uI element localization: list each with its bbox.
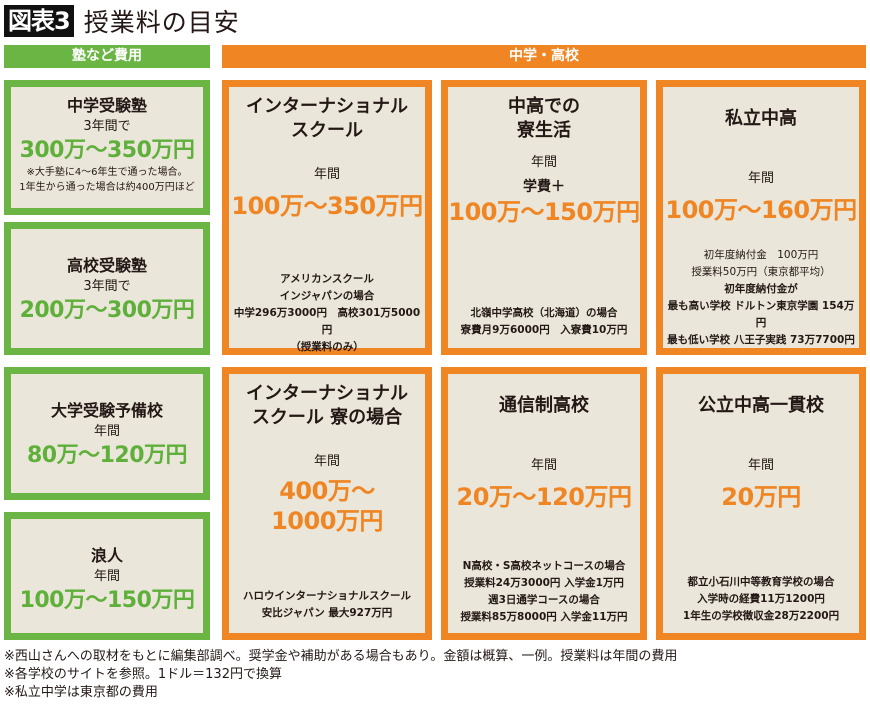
box-period: 年間 [313, 167, 340, 182]
box-title: スクール 寮の場合 [251, 407, 403, 428]
box-university-prep-school: 大学受験予備校 年間 80万～120万円 [4, 367, 210, 500]
box-amount: 100万～150万円 [448, 198, 640, 226]
box-details: アメリカンスクール インジャパンの場合 中学296万3000円 高校301万50… [229, 271, 425, 356]
detail-line: 安比ジャパン 最大927万円 [261, 607, 393, 619]
box-period: 3年間で [83, 279, 131, 294]
detail-line: 北嶺中学高校（北海道）の場合 [470, 307, 618, 319]
detail-line: インジャパンの場合 [279, 290, 375, 302]
box-period: 年間 [747, 458, 774, 473]
box-title: インターナショナル [246, 96, 408, 117]
box-title: スクール [291, 120, 363, 141]
detail-line: 授業料50万円（東京都平均） [691, 266, 831, 278]
detail-line: 1年生の学校徴収金28万2200円 [682, 610, 840, 622]
box-junior-high-cram: 中学受験塾 3年間で 300万～350万円 ※大手塾に4～6年生で通った場合。 … [4, 80, 210, 215]
box-amount: 1000万円 [271, 507, 383, 535]
box-note: ※大手塾に4～6年生で通った場合。 [26, 167, 188, 178]
box-details: 都立小石川中等教育学校の場合 入学時の経費11万1200円 1年生の学校徴収金2… [663, 574, 859, 625]
detail-line: 中学296万3000円 高校301万5000円 [233, 307, 421, 336]
detail-line: 初年度納付金が [724, 283, 798, 295]
box-title: 私立中高 [725, 108, 797, 129]
box-private-middle-high: 私立中高 年間 100万～160万円 初年度納付金 100万円 授業料50万円（… [656, 80, 866, 355]
box-details: ハロウインターナショナルスクール 安比ジャパン 最大927万円 [229, 588, 425, 622]
detail-line: 初年度納付金 100万円 [703, 249, 819, 261]
box-title: 高校受験塾 [66, 256, 147, 275]
box-details: N高校・S高校ネットコースの場合 授業料24万3000円 入学金1万円 週3日通… [448, 558, 640, 626]
detail-line: 入学時の経費11万1200円 [697, 593, 825, 605]
box-amount: 100万～160万円 [665, 196, 857, 224]
detail-line: アメリカンスクール [280, 273, 374, 285]
box-dormitory-life: 中高での 寮生活 年間 学費＋ 100万～150万円 北嶺中学高校（北海道）の場… [441, 80, 647, 355]
box-public-integrated-school: 公立中高一貫校 年間 20万円 都立小石川中等教育学校の場合 入学時の経費11万… [656, 367, 866, 640]
box-amount: 80万～120万円 [26, 443, 188, 468]
figure-title: 図表3 授業料の目安 [4, 4, 240, 38]
box-title: 公立中高一貫校 [698, 395, 824, 416]
box-high-school-cram: 高校受験塾 3年間で 200万～300万円 [4, 222, 210, 355]
box-international-school-dormitory: インターナショナル スクール 寮の場合 年間 400万～ 1000万円 ハロウイ… [222, 367, 432, 640]
box-title: 中学受験塾 [66, 96, 147, 115]
detail-line: ハロウインターナショナルスクール [243, 590, 411, 602]
detail-line: 最も高い学校 ドルトン東京学園 154万円 [667, 300, 855, 329]
box-title: 寮生活 [517, 120, 571, 141]
box-title: 中高での [508, 96, 580, 117]
box-amount: 20万～120万円 [456, 483, 633, 511]
box-period: 3年間で [83, 119, 131, 134]
box-period: 年間 [313, 454, 340, 469]
detail-line: （授業料のみ） [290, 341, 364, 353]
box-title: 浪人 [90, 546, 123, 565]
detail-line: 授業料24万3000円 入学金1万円 [464, 577, 624, 589]
box-title: 大学受験予備校 [50, 401, 163, 420]
detail-line: 都立小石川中等教育学校の場合 [687, 576, 835, 588]
box-amount: 300万～350万円 [19, 138, 195, 163]
box-amount: 200万～300万円 [19, 298, 195, 323]
footnote: ※西山さんへの取材をもとに編集部調べ。奨学金や補助がある場合もあり。金額は概算、… [4, 649, 678, 664]
box-amount: 400万～ [279, 477, 375, 505]
box-details: 初年度納付金 100万円 授業料50万円（東京都平均） 初年度納付金が 最も高い… [663, 247, 859, 349]
box-amount: 100万～350万円 [231, 192, 423, 220]
box-title: 通信制高校 [499, 395, 589, 416]
box-amount: 20万円 [721, 483, 801, 511]
header-cram-costs: 塾など費用 [4, 45, 210, 68]
box-period: 年間 [93, 424, 120, 439]
box-international-school: インターナショナル スクール 年間 100万～350万円 アメリカンスクール イ… [222, 80, 432, 355]
box-period-extra: 学費＋ [523, 179, 565, 195]
box-details: 北嶺中学高校（北海道）の場合 寮費月9万6000円 入寮費10万円 [448, 305, 640, 339]
header-middle-high-school: 中学・高校 [222, 45, 866, 68]
footnote: ※私立中学は東京都の費用 [4, 685, 158, 700]
detail-line: 授業料85万8000円 入学金11万円 [460, 611, 628, 623]
footnotes: ※西山さんへの取材をもとに編集部調べ。奨学金や補助がある場合もあり。金額は概算、… [4, 648, 677, 702]
box-amount: 100万～150万円 [19, 588, 195, 613]
box-ronin: 浪人 年間 100万～150万円 [4, 512, 210, 640]
figure-badge: 図表3 [4, 5, 74, 37]
figure-title-text: 授業料の目安 [83, 8, 240, 37]
box-title: インターナショナル [246, 383, 408, 404]
box-correspondence-high-school: 通信制高校 年間 20万～120万円 N高校・S高校ネットコースの場合 授業料2… [441, 367, 647, 640]
footnote: ※各学校のサイトを参照。1ドル＝132円で換算 [4, 667, 282, 682]
box-period: 年間 [747, 171, 774, 186]
detail-line: 寮費月9万6000円 入寮費10万円 [460, 324, 628, 336]
detail-line: 最も低い学校 八王子実践 73万7700円 [667, 334, 855, 346]
box-note: 1年生から通った場合は約400万円ほど [19, 182, 195, 193]
box-period: 年間 [93, 569, 120, 584]
detail-line: N高校・S高校ネットコースの場合 [462, 560, 626, 572]
detail-line: 週3日通学コースの場合 [488, 594, 600, 606]
box-period: 年間 [530, 155, 557, 170]
box-period: 年間 [530, 458, 557, 473]
